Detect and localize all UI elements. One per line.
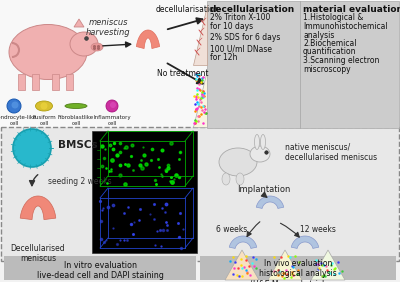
Text: 100 U/ml DNase: 100 U/ml DNase xyxy=(210,45,272,54)
Text: Fibroblastlike
cell: Fibroblastlike cell xyxy=(58,115,94,126)
Text: In vivo evaluation
histological analysis
(H&E,Masson's trichrome
and Toluidine B: In vivo evaluation histological analysis… xyxy=(245,259,351,282)
Circle shape xyxy=(106,100,118,112)
Text: meniscus
harvesting: meniscus harvesting xyxy=(86,18,130,38)
Polygon shape xyxy=(268,250,302,280)
Text: Fusiform
cell: Fusiform cell xyxy=(32,115,56,126)
Text: decellularisation: decellularisation xyxy=(210,5,295,14)
Ellipse shape xyxy=(222,173,230,185)
FancyBboxPatch shape xyxy=(1,127,399,261)
Text: In vitro evaluation
live-dead cell and DAPI staining: In vitro evaluation live-dead cell and D… xyxy=(36,261,164,280)
Text: seeding 2 weeks: seeding 2 weeks xyxy=(48,177,112,186)
FancyBboxPatch shape xyxy=(200,256,396,280)
Text: 12 weeks: 12 weeks xyxy=(300,226,336,235)
Text: BMSCs: BMSCs xyxy=(58,140,98,150)
FancyBboxPatch shape xyxy=(18,74,25,90)
FancyBboxPatch shape xyxy=(52,74,59,90)
Ellipse shape xyxy=(91,43,103,51)
Text: 2.Biochemical: 2.Biochemical xyxy=(303,39,356,48)
Text: Inflammatory
cell: Inflammatory cell xyxy=(93,115,131,126)
Ellipse shape xyxy=(9,25,87,80)
Text: for 12h: for 12h xyxy=(210,54,237,63)
Circle shape xyxy=(40,102,48,109)
Circle shape xyxy=(13,129,51,167)
Text: 2% Triton X-100: 2% Triton X-100 xyxy=(210,14,270,23)
FancyBboxPatch shape xyxy=(32,74,39,90)
Text: material evaluation: material evaluation xyxy=(303,5,400,14)
Text: native meniscus/
decellularised meniscus: native meniscus/ decellularised meniscus xyxy=(285,142,377,162)
Ellipse shape xyxy=(219,148,257,176)
Polygon shape xyxy=(74,19,84,27)
Ellipse shape xyxy=(254,135,260,149)
FancyBboxPatch shape xyxy=(207,1,399,128)
Text: 3.Scanning electron: 3.Scanning electron xyxy=(303,56,379,65)
FancyBboxPatch shape xyxy=(92,131,197,253)
Polygon shape xyxy=(20,196,56,220)
Text: Immunohistochemical: Immunohistochemical xyxy=(303,22,388,31)
Text: for 10 days: for 10 days xyxy=(210,22,253,31)
Polygon shape xyxy=(225,250,259,280)
Polygon shape xyxy=(311,250,345,280)
Ellipse shape xyxy=(260,135,266,149)
Text: Chondrocyte-like
cell: Chondrocyte-like cell xyxy=(0,115,37,126)
Polygon shape xyxy=(256,196,284,208)
Text: No treatment: No treatment xyxy=(157,69,209,78)
Ellipse shape xyxy=(70,32,98,56)
Text: 1.Histological &: 1.Histological & xyxy=(303,14,363,23)
Text: Decellularised
meniscus: Decellularised meniscus xyxy=(11,244,65,263)
Circle shape xyxy=(7,99,21,113)
Text: decellularisation: decellularisation xyxy=(156,5,220,14)
Ellipse shape xyxy=(236,173,244,185)
Text: quantification: quantification xyxy=(303,47,356,56)
Circle shape xyxy=(12,102,18,109)
FancyBboxPatch shape xyxy=(0,0,400,128)
Text: miscroscopy: miscroscopy xyxy=(303,65,351,74)
Text: Implantation: Implantation xyxy=(237,185,291,194)
Text: analysis: analysis xyxy=(303,30,334,39)
Ellipse shape xyxy=(65,103,87,109)
Ellipse shape xyxy=(36,101,52,111)
Text: 2% SDS for 6 days: 2% SDS for 6 days xyxy=(210,34,280,43)
Polygon shape xyxy=(136,30,160,49)
Polygon shape xyxy=(229,236,257,248)
Ellipse shape xyxy=(250,146,270,162)
FancyBboxPatch shape xyxy=(4,256,196,280)
Polygon shape xyxy=(193,70,207,127)
Polygon shape xyxy=(291,236,319,248)
Circle shape xyxy=(110,102,116,108)
FancyBboxPatch shape xyxy=(66,74,73,90)
Polygon shape xyxy=(193,5,207,65)
Text: 6 weeks: 6 weeks xyxy=(216,226,247,235)
